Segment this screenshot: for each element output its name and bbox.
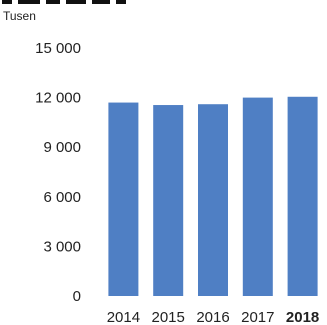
y-tick-label: 3 000 [43, 238, 81, 255]
x-tick-label: 2016 [196, 309, 229, 325]
bar [287, 96, 318, 296]
bars [108, 96, 318, 296]
bar [108, 102, 139, 296]
y-tick-label: 0 [73, 288, 81, 305]
bar [153, 105, 184, 296]
y-tick-label: 12 000 [35, 90, 81, 107]
y-axis-ticks: 15 000 12 000 9 000 6 000 3 000 0 [35, 40, 81, 305]
x-tick-label: 2017 [241, 309, 274, 325]
bar [198, 104, 228, 296]
y-tick-label: 9 000 [43, 139, 81, 156]
x-tick-label: 2014 [107, 309, 140, 325]
y-unit-label: Tusen [3, 9, 36, 23]
cropped-title [0, 0, 327, 6]
x-tick-label: 2018 [286, 309, 319, 325]
bar [242, 97, 273, 296]
y-tick-label: 15 000 [35, 40, 81, 57]
y-tick-label: 6 000 [43, 189, 81, 206]
x-axis-ticks: 2014 2015 2016 2017 2018 [107, 309, 320, 325]
x-tick-label: 2015 [152, 309, 185, 325]
